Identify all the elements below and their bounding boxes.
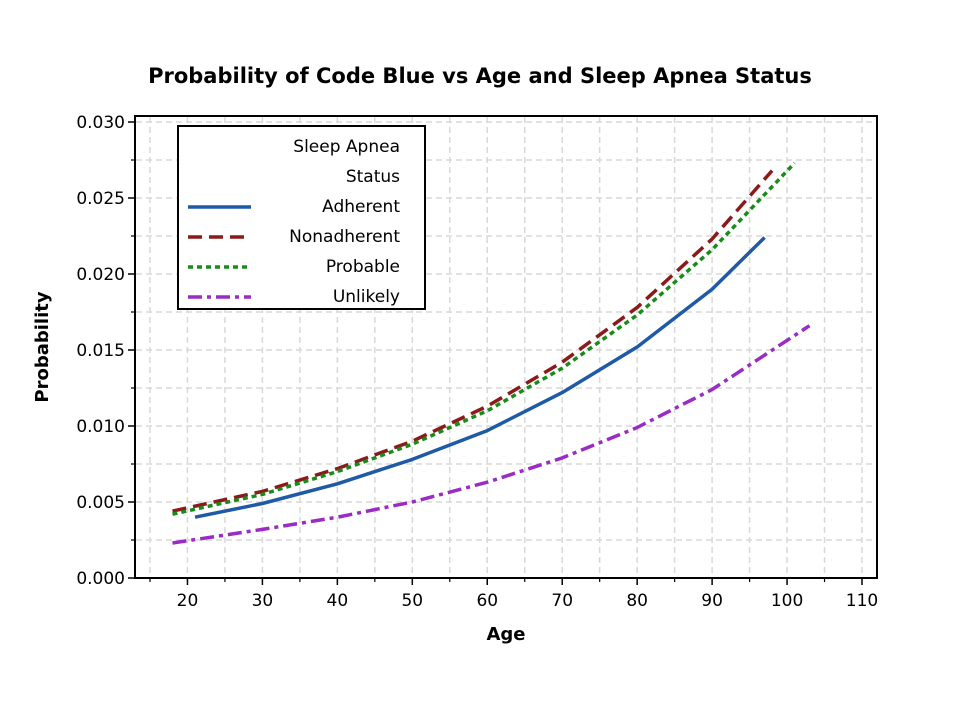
chart-title: Probability of Code Blue vs Age and Slee… (148, 64, 812, 88)
x-axis-title: Age (486, 624, 525, 645)
series-lines (172, 161, 811, 545)
plot-area-frame (134, 115, 878, 579)
legend-title-line: Status (346, 167, 400, 187)
legend-entry-label: Nonadherent (289, 227, 400, 247)
series-line-unlikely (172, 324, 811, 545)
x-tick-label: 90 (701, 591, 723, 611)
y-tick-label: 0.025 (76, 189, 125, 209)
x-tick-label: 30 (252, 591, 274, 611)
x-tick-label: 100 (771, 591, 803, 611)
x-tick-label: 70 (551, 591, 573, 611)
x-tick-label: 80 (626, 591, 648, 611)
x-tick-label: 60 (476, 591, 498, 611)
series-line-nonadherent (172, 169, 774, 513)
legend-entry-label: Probable (326, 257, 400, 277)
y-tick-label: 0.015 (76, 341, 125, 361)
series-line-adherent (194, 236, 766, 519)
y-tick-label: 0.010 (76, 417, 125, 437)
y-tick-label: 0.005 (76, 493, 125, 513)
x-tick-label: 110 (846, 591, 878, 611)
legend-entry-label: Adherent (322, 197, 400, 217)
legend-box (177, 125, 426, 310)
axis-ticks: 20 30 40 50 60 70 80 90 100 110 0.000 0.005 0.010 0.0… (76, 113, 878, 611)
y-axis-title: Probability (32, 291, 53, 402)
legend-entry-label: Unlikely (333, 287, 400, 307)
x-tick-label: 20 (177, 591, 199, 611)
x-tick-label: 40 (327, 591, 349, 611)
legend-title-line: Sleep Apnea (293, 137, 400, 157)
legend: Sleep Apnea Status Adherent Nonadherent Prob… (177, 125, 426, 310)
x-tick-label: 50 (401, 591, 423, 611)
y-tick-label: 0.000 (76, 569, 125, 589)
series-line-probable (172, 161, 796, 516)
y-tick-label: 0.030 (76, 113, 125, 133)
y-tick-label: 0.020 (76, 265, 125, 285)
